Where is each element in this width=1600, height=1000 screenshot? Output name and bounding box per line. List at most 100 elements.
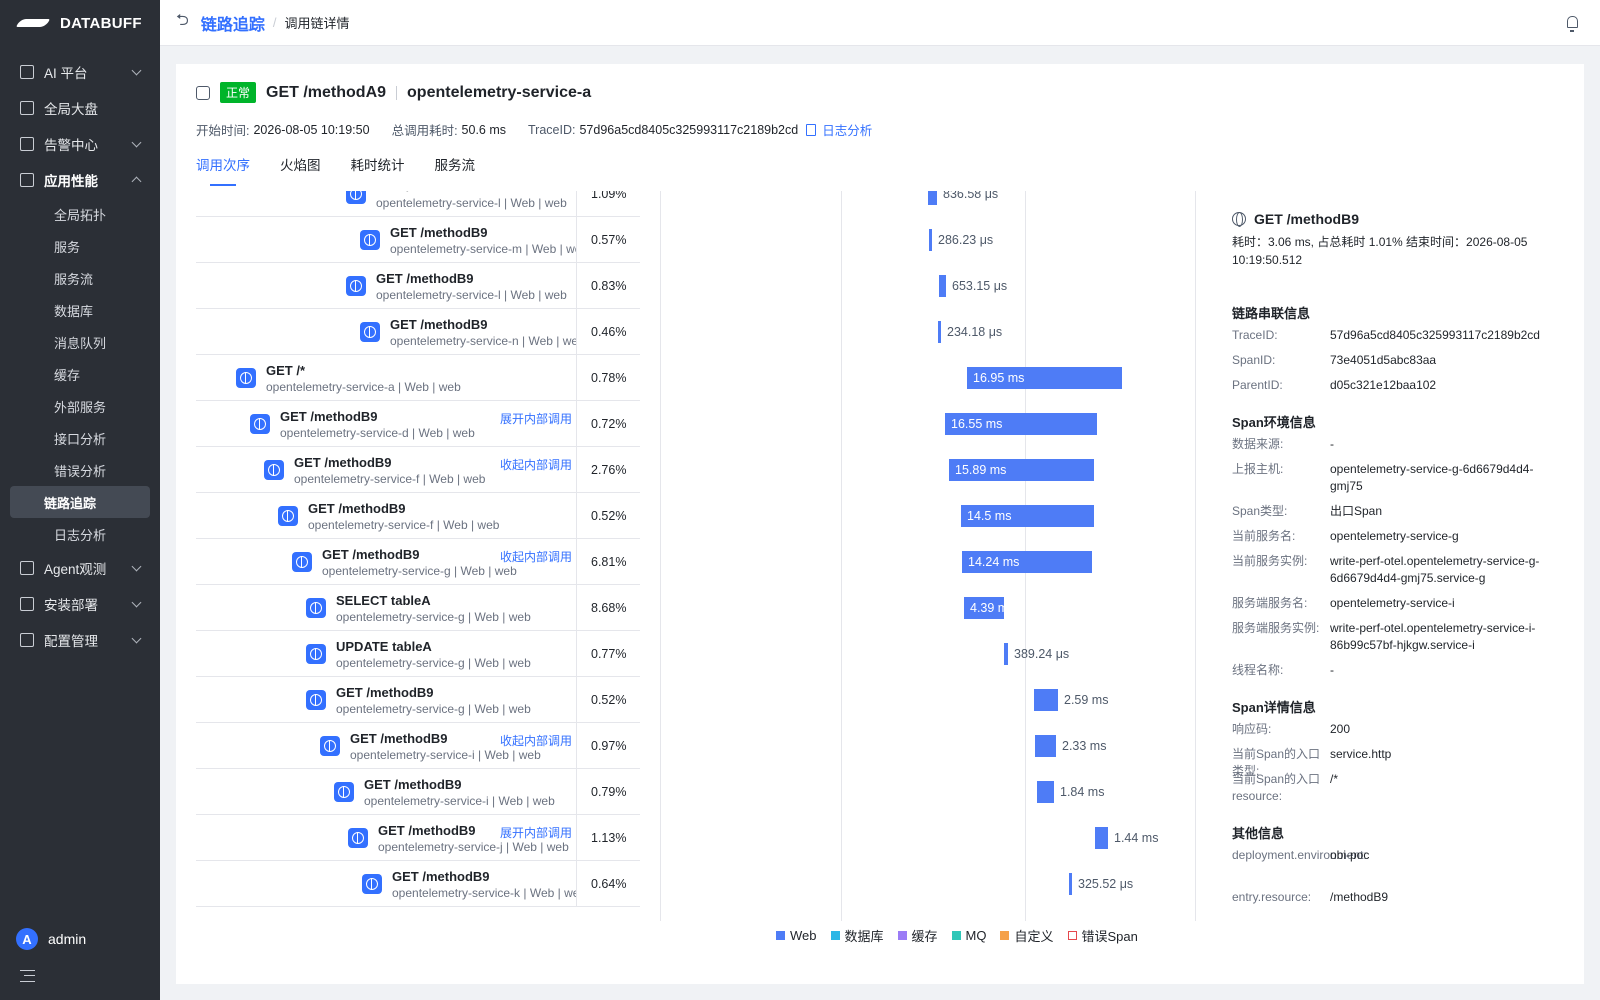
tab-item[interactable]: 火焰图 [280, 158, 321, 173]
legend-item[interactable]: 数据库 [830, 926, 884, 945]
span-percent: 0.77% [576, 631, 640, 677]
table-row[interactable]: GET /methodB9 opentelemetry-service-k | W… [196, 861, 640, 907]
globe-icon [360, 230, 380, 250]
nav-group-item[interactable]: 告警中心 [0, 126, 160, 162]
timeline-bar[interactable] [1035, 735, 1056, 757]
timeline-bar[interactable] [1095, 827, 1108, 849]
nav-group-item[interactable]: 配置管理 [0, 622, 160, 658]
timeline-bar-label: 14.5 ms [967, 509, 1012, 523]
sidebar-item[interactable]: 链路追踪 [10, 486, 150, 518]
table-row[interactable]: GET /methodB9 opentelemetry-service-l | W… [196, 191, 640, 217]
toggle-internal-calls-link[interactable]: 收起内部调用 [499, 734, 572, 748]
sidebar-item[interactable]: 消息队列 [54, 335, 107, 351]
timeline-bar[interactable] [928, 191, 937, 205]
trace-method: GET /methodA9 [266, 83, 387, 101]
table-row[interactable]: GET /methodB9 opentelemetry-service-g | W… [196, 677, 640, 723]
breadcrumb-current: 调用链详情 [284, 16, 350, 31]
timeline-bar[interactable] [961, 505, 1094, 527]
nav-group-item[interactable]: 应用性能 [0, 162, 160, 198]
legend-item[interactable]: 自定义 [1000, 926, 1054, 945]
timeline-bar[interactable] [967, 367, 1122, 389]
table-row[interactable]: GET /methodB9 opentelemetry-service-l | W… [196, 263, 640, 309]
detail-field-key: 当前Span的入口类型: [1232, 747, 1321, 778]
sidebar-item[interactable]: 缓存 [54, 367, 81, 383]
back-icon[interactable]: ⮌ [176, 12, 189, 29]
table-row[interactable]: GET /methodB9 opentelemetry-service-m | W… [196, 217, 640, 263]
timeline-bar[interactable] [1037, 781, 1054, 803]
sidebar-item[interactable]: 接口分析 [54, 431, 107, 447]
copy-icon[interactable] [806, 123, 817, 136]
tab-item[interactable]: 耗时统计 [350, 158, 405, 173]
span-cell: GET /methodB9 opentelemetry-service-g | W… [196, 539, 576, 585]
sidebar: DATABUFF AI 平台 全局大盘 告警中心 应用性能全局拓扑服务服务流数据库消息… [0, 0, 160, 1000]
sidebar-item[interactable]: 全局拓扑 [54, 207, 107, 223]
table-row[interactable]: GET /methodB9 opentelemetry-service-j | W… [196, 815, 640, 861]
timeline-bar[interactable] [945, 413, 1097, 435]
legend-item[interactable]: MQ [951, 926, 986, 945]
detail-field-value: write-perf-otel.opentelemetry-service-g-… [1330, 554, 1540, 585]
tab-item[interactable]: 服务流 [434, 158, 476, 173]
timeline-bar-label: 234.18 μs [947, 325, 1003, 339]
span-name: SELECT tableA [336, 593, 431, 608]
timeline-bar[interactable] [962, 551, 1092, 573]
detail-field-value: - [1330, 437, 1334, 451]
chart-icon [20, 65, 34, 79]
sidebar-item[interactable]: 服务流 [54, 271, 94, 287]
collapse-sidebar-icon[interactable] [20, 970, 35, 982]
table-row[interactable]: UPDATE tableA opentelemetry-service-g | W… [196, 631, 640, 677]
sidebar-item[interactable]: 数据库 [54, 303, 94, 319]
toggle-internal-calls-link[interactable]: 展开内部调用 [499, 826, 572, 840]
table-row[interactable]: GET /methodB9 opentelemetry-service-i | W… [196, 769, 640, 815]
timeline-bar[interactable] [939, 275, 946, 297]
breadcrumb-parent[interactable]: 链路追踪 [200, 16, 265, 34]
nav-group-item[interactable]: Agent观测 [0, 550, 160, 586]
table-row[interactable]: GET /methodB9 opentelemetry-service-d | W… [196, 401, 640, 447]
timeline-bar[interactable] [1004, 643, 1008, 665]
sidebar-item[interactable]: 日志分析 [54, 527, 107, 543]
table-row[interactable]: GET /methodB9 opentelemetry-service-n | W… [196, 309, 640, 355]
sidebar-item[interactable]: 错误分析 [54, 463, 107, 479]
timeline-bar-label: 1.44 ms [1114, 831, 1159, 845]
traceid-label: TraceID: [528, 122, 576, 137]
globe-icon [306, 690, 326, 710]
timeline-bar[interactable] [929, 229, 932, 251]
detail-field-key: deployment.environment: [1232, 848, 1367, 862]
logo[interactable]: DATABUFF [0, 0, 160, 46]
notification-bell-icon[interactable] [1567, 16, 1578, 32]
legend-item[interactable]: Web [776, 926, 817, 945]
tab-item[interactable]: 调用次序 [196, 154, 250, 186]
toggle-internal-calls-link[interactable]: 收起内部调用 [499, 550, 572, 564]
toggle-internal-calls-link[interactable]: 展开内部调用 [499, 412, 572, 426]
detail-section-title: Span详情信息 [1232, 700, 1316, 715]
nav-group-item[interactable]: 全局大盘 [0, 90, 160, 126]
nav-group-item[interactable]: 安装部署 [0, 586, 160, 622]
table-row[interactable]: GET /methodB9 opentelemetry-service-g | W… [196, 539, 640, 585]
span-percent: 0.83% [576, 263, 640, 309]
globe-icon [320, 736, 340, 756]
timeline-bar[interactable] [1034, 689, 1058, 711]
table-row[interactable]: GET /methodB9 opentelemetry-service-i | W… [196, 723, 640, 769]
legend-item[interactable]: 错误Span [1067, 926, 1138, 945]
table-row[interactable]: GET /* opentelemetry-service-a | Web | we… [196, 355, 640, 401]
log-analysis-link[interactable]: 日志分析 [822, 124, 873, 138]
sidebar-item[interactable]: 服务 [54, 239, 81, 255]
table-row[interactable]: GET /methodB9 opentelemetry-service-f | W… [196, 447, 640, 493]
legend-swatch [1000, 931, 1010, 940]
span-service: opentelemetry-service-f | Web | web [308, 518, 500, 532]
nav-group-item[interactable]: AI 平台 [0, 54, 160, 90]
detail-field-value: write-perf-otel.opentelemetry-service-i-… [1330, 621, 1536, 652]
timeline-bar[interactable] [938, 321, 941, 343]
timeline-bar[interactable] [949, 459, 1094, 481]
toggle-internal-calls-link[interactable]: 收起内部调用 [499, 458, 572, 472]
timeline-bar[interactable] [1069, 873, 1072, 895]
trace-meta-row: 开始时间: 2026-08-05 10:19:50 总调用耗时: 50.6 ms… [196, 120, 872, 139]
chevron-down-icon [131, 633, 142, 643]
user-menu[interactable]: A admin [16, 928, 86, 950]
span-cell: GET /methodB9 opentelemetry-service-m | W… [196, 217, 576, 263]
table-row[interactable]: SELECT tableA opentelemetry-service-g | W… [196, 585, 640, 631]
table-row[interactable]: GET /methodB9 opentelemetry-service-f | W… [196, 493, 640, 539]
legend-item[interactable]: 缓存 [897, 926, 938, 945]
sidebar-item[interactable]: 外部服务 [54, 399, 107, 415]
detail-title: GET /methodB9 [1232, 211, 1359, 227]
timeline-bar[interactable] [964, 597, 1004, 619]
